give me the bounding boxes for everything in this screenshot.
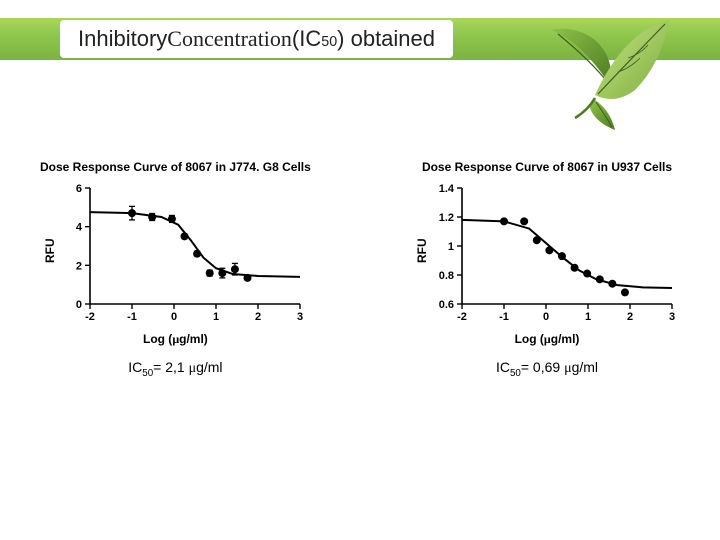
title-part-2: Concentration (167, 26, 292, 52)
title-part-3: (IC (292, 26, 321, 52)
svg-text:-1: -1 (499, 311, 509, 323)
plot-wrap: RFU -2 -1 0 1 2 3 0 2 4 6 (42, 180, 308, 330)
svg-text:6: 6 (76, 183, 82, 195)
svg-text:2: 2 (76, 260, 82, 272)
svg-text:2: 2 (627, 311, 633, 323)
chart-plot: -2 -1 0 1 2 3 0.6 0.8 1 1.2 1.4 (430, 180, 680, 330)
svg-text:0: 0 (76, 299, 82, 311)
svg-text:2: 2 (255, 311, 261, 323)
page-title: Inhibitory Concentration (IC 50 ) obtain… (60, 20, 453, 58)
leaf-decoration-icon (540, 10, 680, 140)
x-axis-label: Log (μg/ml) (515, 332, 580, 347)
title-sub: 50 (321, 34, 337, 50)
plot-wrap: RFU -2 -1 0 1 2 3 0.6 0.8 1 1.2 1.4 (414, 180, 680, 330)
svg-text:-2: -2 (86, 311, 96, 323)
charts-row: Dose Response Curve of 8067 in J774. G8 … (40, 160, 680, 379)
title-part-1: Inhibitory (78, 26, 167, 52)
svg-text:1.2: 1.2 (439, 212, 454, 224)
svg-text:3: 3 (669, 311, 675, 323)
svg-text:4: 4 (76, 222, 83, 234)
chart-plot: -2 -1 0 1 2 3 0 2 4 6 (58, 180, 308, 330)
svg-text:1: 1 (213, 311, 219, 323)
svg-text:0: 0 (543, 311, 549, 323)
svg-text:3: 3 (297, 311, 303, 323)
svg-text:1.4: 1.4 (439, 183, 455, 195)
svg-text:1: 1 (585, 311, 591, 323)
svg-text:-2: -2 (457, 311, 467, 323)
svg-text:0: 0 (171, 311, 177, 323)
ic50-caption: IC50= 2,1 μg/ml (128, 359, 222, 379)
chart-panel-1: Dose Response Curve of 8067 in U937 Cell… (414, 160, 680, 379)
svg-text:1: 1 (448, 241, 454, 253)
chart-panel-0: Dose Response Curve of 8067 in J774. G8 … (40, 160, 311, 379)
x-axis-label: Log (μg/ml) (143, 332, 208, 347)
ic50-caption: IC50= 0,69 μg/ml (496, 359, 598, 379)
svg-text:0.8: 0.8 (439, 270, 454, 282)
chart-title: Dose Response Curve of 8067 in U937 Cell… (422, 160, 672, 174)
svg-text:0.6: 0.6 (439, 299, 454, 311)
y-axis-label: RFU (43, 247, 57, 263)
title-part-4: ) obtained (337, 26, 435, 52)
y-axis-label: RFU (415, 247, 429, 263)
chart-title: Dose Response Curve of 8067 in J774. G8 … (40, 160, 311, 174)
svg-text:-1: -1 (128, 311, 138, 323)
